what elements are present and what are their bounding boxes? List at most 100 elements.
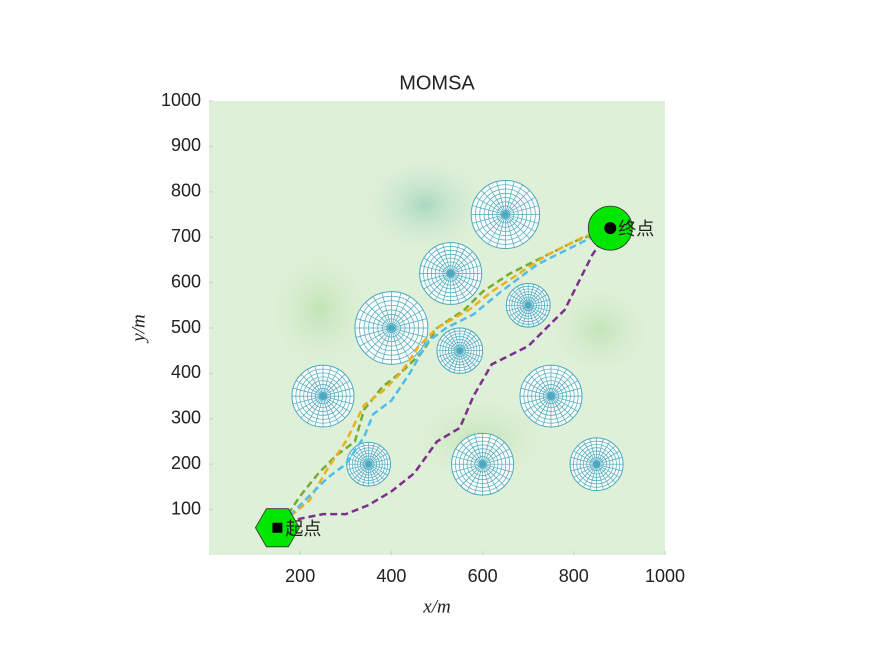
mesh-spoke	[472, 214, 506, 224]
obstacle-center	[365, 461, 372, 468]
mesh-spoke	[570, 463, 597, 472]
mesh-spoke	[372, 296, 392, 329]
mesh-spoke	[428, 251, 451, 274]
mesh-spoke	[450, 273, 481, 282]
mesh-spoke	[583, 464, 597, 488]
mesh-spoke	[450, 273, 460, 304]
mesh-spoke	[505, 214, 530, 239]
obstacle	[291, 364, 355, 428]
mesh-spoke	[482, 464, 499, 492]
mesh-spoke	[322, 395, 351, 412]
mesh-spoke	[362, 443, 369, 465]
mesh-spoke	[528, 304, 550, 312]
obstacle	[419, 242, 483, 305]
mesh-spoke	[480, 214, 506, 239]
mesh-spoke	[450, 273, 473, 296]
mesh-spoke	[482, 455, 513, 465]
mesh-spoke	[450, 251, 473, 274]
mesh-spoke	[542, 366, 552, 397]
mesh-spoke	[362, 464, 369, 486]
mesh-spoke	[381, 292, 392, 329]
mesh-spoke	[439, 350, 460, 363]
mesh-spoke	[527, 305, 544, 321]
mesh-spoke	[420, 273, 451, 282]
y-tick-label: 300	[171, 408, 201, 428]
mesh-spoke	[450, 243, 460, 274]
y-tick-label: 500	[171, 317, 201, 337]
mesh-spoke	[368, 443, 375, 465]
mesh-spoke	[475, 214, 506, 232]
obstacle-center	[502, 211, 509, 218]
mesh-spoke	[535, 395, 552, 424]
mesh-spoke	[423, 257, 451, 274]
mesh-spoke	[527, 284, 535, 306]
start-dot	[272, 522, 283, 533]
obstacle	[519, 364, 583, 428]
mesh-spoke	[550, 380, 579, 397]
mesh-spoke	[356, 318, 392, 329]
mesh-spoke	[349, 463, 369, 476]
obstacle-center	[479, 461, 486, 468]
mesh-spoke	[372, 327, 392, 360]
obstacle-center	[320, 393, 326, 400]
mesh-spoke	[322, 369, 339, 397]
obstacle	[569, 437, 624, 492]
mesh-spoke	[522, 284, 529, 306]
obstacle-center	[593, 461, 600, 468]
path-line	[276, 227, 612, 529]
mesh-spoke	[505, 205, 539, 215]
x-axis-label: x/m	[422, 596, 450, 617]
mesh-spoke	[596, 445, 616, 465]
mesh-spoke	[596, 457, 623, 465]
mesh-spoke	[512, 305, 529, 321]
mesh-spoke	[482, 437, 499, 465]
mesh-spoke	[459, 350, 477, 367]
mesh-spoke	[589, 464, 597, 490]
obstacle	[505, 283, 551, 328]
mesh-spoke	[527, 305, 540, 325]
mesh-spoke	[577, 445, 597, 465]
mesh-spoke	[482, 463, 513, 473]
mesh-spoke	[589, 438, 597, 465]
mesh-spoke	[368, 464, 375, 486]
mesh-spoke	[307, 395, 324, 424]
mesh-spoke	[459, 350, 480, 363]
mesh-spoke	[516, 305, 529, 325]
mesh-spoke	[442, 273, 452, 304]
mesh-spoke	[522, 305, 529, 327]
mesh-spoke	[322, 395, 354, 405]
mesh-spoke	[391, 327, 418, 354]
mesh-spoke	[448, 330, 461, 351]
mesh-spoke	[450, 257, 478, 274]
mesh-spoke	[573, 463, 597, 478]
mesh-spoke	[368, 453, 388, 465]
mesh-spoke	[482, 463, 505, 487]
mesh-spoke	[368, 463, 385, 480]
mesh-spoke	[452, 463, 483, 473]
mesh-spoke	[300, 395, 324, 419]
mesh-spoke	[368, 464, 380, 484]
x-tick-label: 600	[468, 566, 498, 586]
obstacle-center	[447, 270, 454, 277]
mesh-spoke	[459, 350, 482, 357]
mesh-spoke	[480, 190, 506, 215]
mesh-spoke	[509, 294, 529, 306]
mesh-spoke	[381, 327, 392, 364]
mesh-spoke	[535, 369, 552, 397]
mesh-spoke	[509, 304, 529, 317]
mesh-spoke	[437, 344, 460, 352]
mesh-spoke	[474, 434, 483, 465]
y-tick-label: 900	[171, 135, 201, 155]
obstacle-center	[388, 325, 395, 331]
mesh-spoke	[448, 350, 461, 371]
mesh-spoke	[527, 305, 535, 327]
mesh-spoke	[596, 438, 604, 465]
mesh-spoke	[295, 380, 324, 397]
mesh-spoke	[596, 464, 604, 490]
mesh-spoke	[347, 458, 369, 465]
mesh-spoke	[474, 464, 483, 495]
mesh-spoke	[453, 328, 461, 351]
mesh-spoke	[356, 327, 392, 338]
mesh-spoke	[391, 327, 427, 338]
mesh-spoke	[322, 396, 332, 427]
